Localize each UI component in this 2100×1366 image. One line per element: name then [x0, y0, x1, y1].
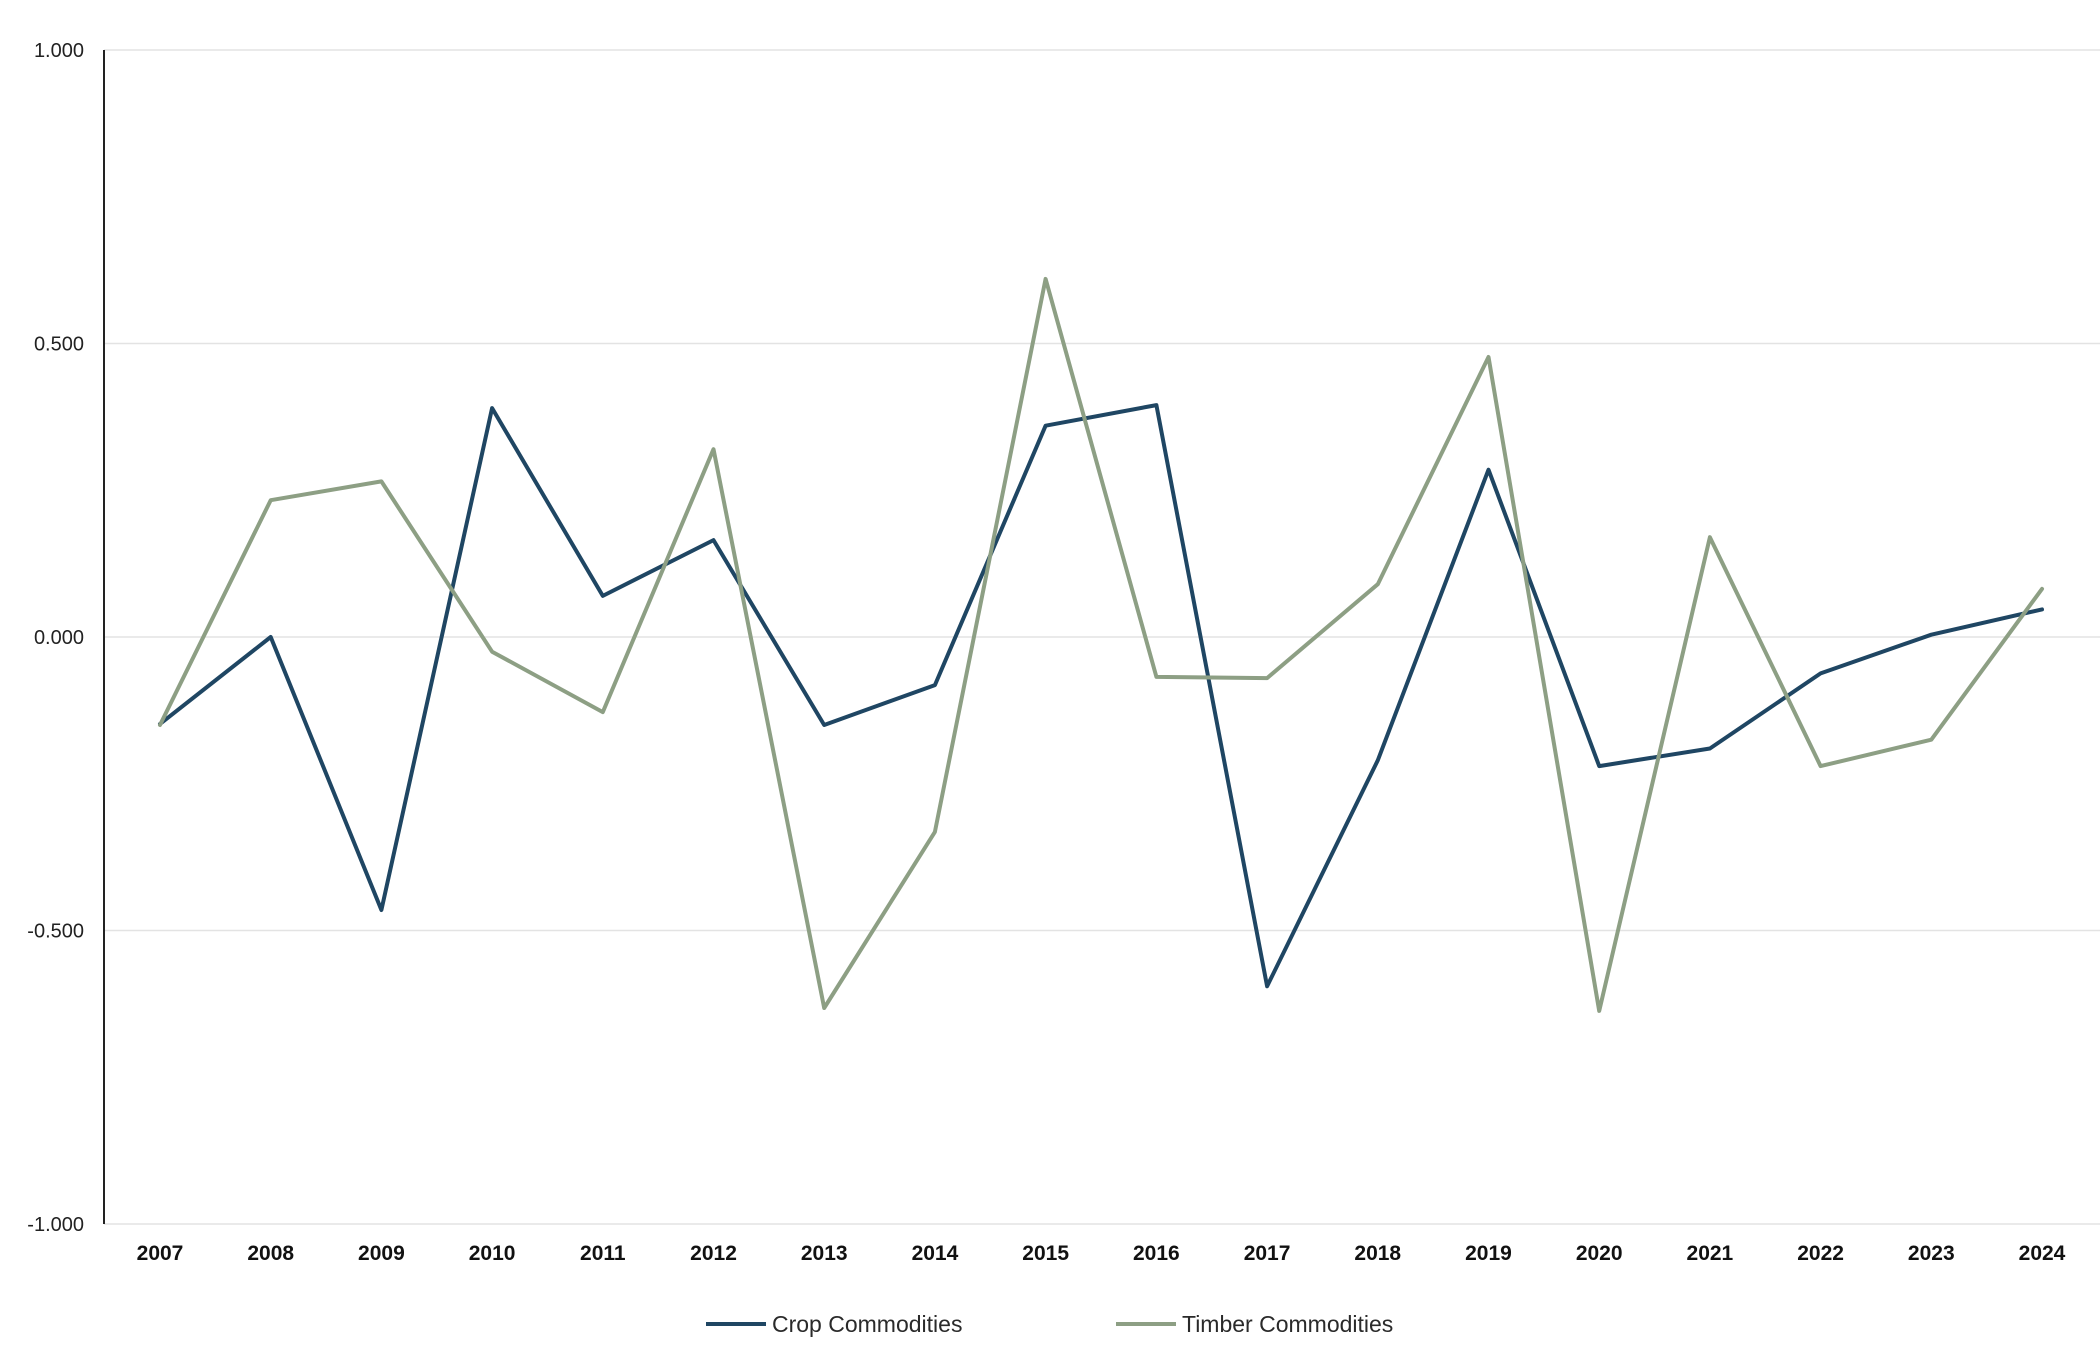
legend-label: Timber Commodities [1182, 1311, 1393, 1337]
y-tick-label: 1.000 [34, 40, 84, 62]
legend-item: Timber Commodities [1116, 1311, 1393, 1337]
grid-lines [104, 49, 2100, 1225]
x-tick-label: 2013 [801, 1242, 848, 1265]
x-tick-label: 2020 [1576, 1242, 1623, 1265]
x-tick-label: 2007 [137, 1242, 184, 1265]
x-tick-label: 2017 [1244, 1242, 1291, 1265]
x-tick-label: 2021 [1687, 1242, 1734, 1265]
x-tick-label: 2015 [1022, 1242, 1069, 1265]
y-tick-label: 0.500 [34, 334, 84, 356]
y-tick-label: 0.000 [34, 627, 84, 649]
x-tick-label: 2014 [912, 1242, 959, 1265]
x-tick-label: 2024 [2019, 1242, 2066, 1265]
x-tick-label: 2022 [1797, 1242, 1844, 1265]
legend-item: Crop Commodities [706, 1311, 962, 1337]
x-tick-label: 2018 [1354, 1242, 1401, 1265]
x-tick-label: 2019 [1465, 1242, 1512, 1265]
x-tick-label: 2011 [580, 1242, 626, 1265]
series-line-timber-commodities [158, 276, 2044, 1013]
y-axis-tick-labels: 1.000 0.500 0.000 -0.500 -1.000 [27, 40, 84, 1236]
x-tick-label: 2012 [690, 1242, 737, 1265]
x-axis-tick-labels: 2007 2008 2009 2010 2011 2012 2013 2014 2015 2016… [137, 1242, 2066, 1265]
x-tick-label: 2010 [469, 1242, 516, 1265]
legend: Crop Commodities Timber Commodities [706, 1311, 1393, 1337]
legend-label: Crop Commodities [772, 1311, 962, 1337]
x-tick-label: 2009 [358, 1242, 405, 1265]
x-tick-label: 2023 [1908, 1242, 1955, 1265]
x-tick-label: 2016 [1133, 1242, 1180, 1265]
series-line-crop-commodities [158, 403, 2044, 989]
series-lines [158, 276, 2044, 1013]
x-tick-label: 2008 [247, 1242, 294, 1265]
y-tick-label: -0.500 [27, 921, 84, 943]
y-tick-label: -1.000 [27, 1214, 84, 1236]
